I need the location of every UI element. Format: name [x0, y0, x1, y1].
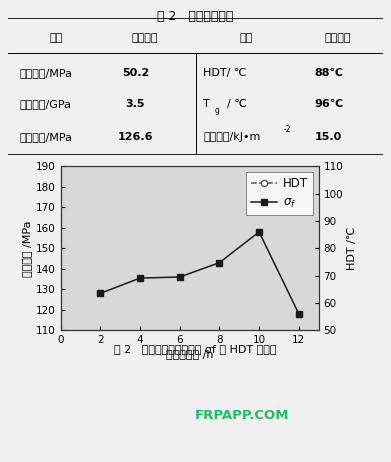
Text: 表 2   浇铸体的性能: 表 2 浇铸体的性能 [157, 10, 234, 23]
Text: 96℃: 96℃ [314, 99, 343, 109]
Text: -2: -2 [284, 125, 291, 134]
Y-axis label: HDT /℃: HDT /℃ [348, 227, 357, 270]
Text: g: g [215, 106, 220, 115]
Text: 性能: 性能 [240, 33, 253, 43]
Y-axis label: 弯曲强度 /MPa: 弯曲强度 /MPa [22, 220, 32, 277]
Text: 88℃: 88℃ [314, 68, 343, 78]
Text: 15.0: 15.0 [315, 132, 343, 142]
Text: T: T [203, 99, 210, 109]
Text: 拉伸模量/GPa: 拉伸模量/GPa [19, 99, 71, 109]
Text: / ℃: / ℃ [228, 99, 247, 109]
Text: 拉伸强度/MPa: 拉伸强度/MPa [19, 68, 72, 78]
Text: 冲击强度/kJ•m: 冲击强度/kJ•m [203, 132, 260, 142]
Text: 图 2   后固化时间对浇铸体 σf 和 HDT 的影响: 图 2 后固化时间对浇铸体 σf 和 HDT 的影响 [114, 344, 277, 354]
Text: 126.6: 126.6 [118, 132, 153, 142]
Text: FRPAPP.COM: FRPAPP.COM [195, 409, 290, 422]
X-axis label: 后固化时间 /h: 后固化时间 /h [166, 349, 213, 359]
Text: 弯曲强度/MPa: 弯曲强度/MPa [19, 132, 72, 142]
Text: 测试结果: 测试结果 [132, 33, 158, 43]
Text: HDT/ ℃: HDT/ ℃ [203, 68, 246, 78]
Text: 3.5: 3.5 [126, 99, 145, 109]
Legend: HDT, $\sigma_f$: HDT, $\sigma_f$ [246, 172, 313, 215]
Text: 50.2: 50.2 [122, 68, 149, 78]
Text: 性能: 性能 [50, 33, 63, 43]
Text: 测试结果: 测试结果 [325, 33, 352, 43]
